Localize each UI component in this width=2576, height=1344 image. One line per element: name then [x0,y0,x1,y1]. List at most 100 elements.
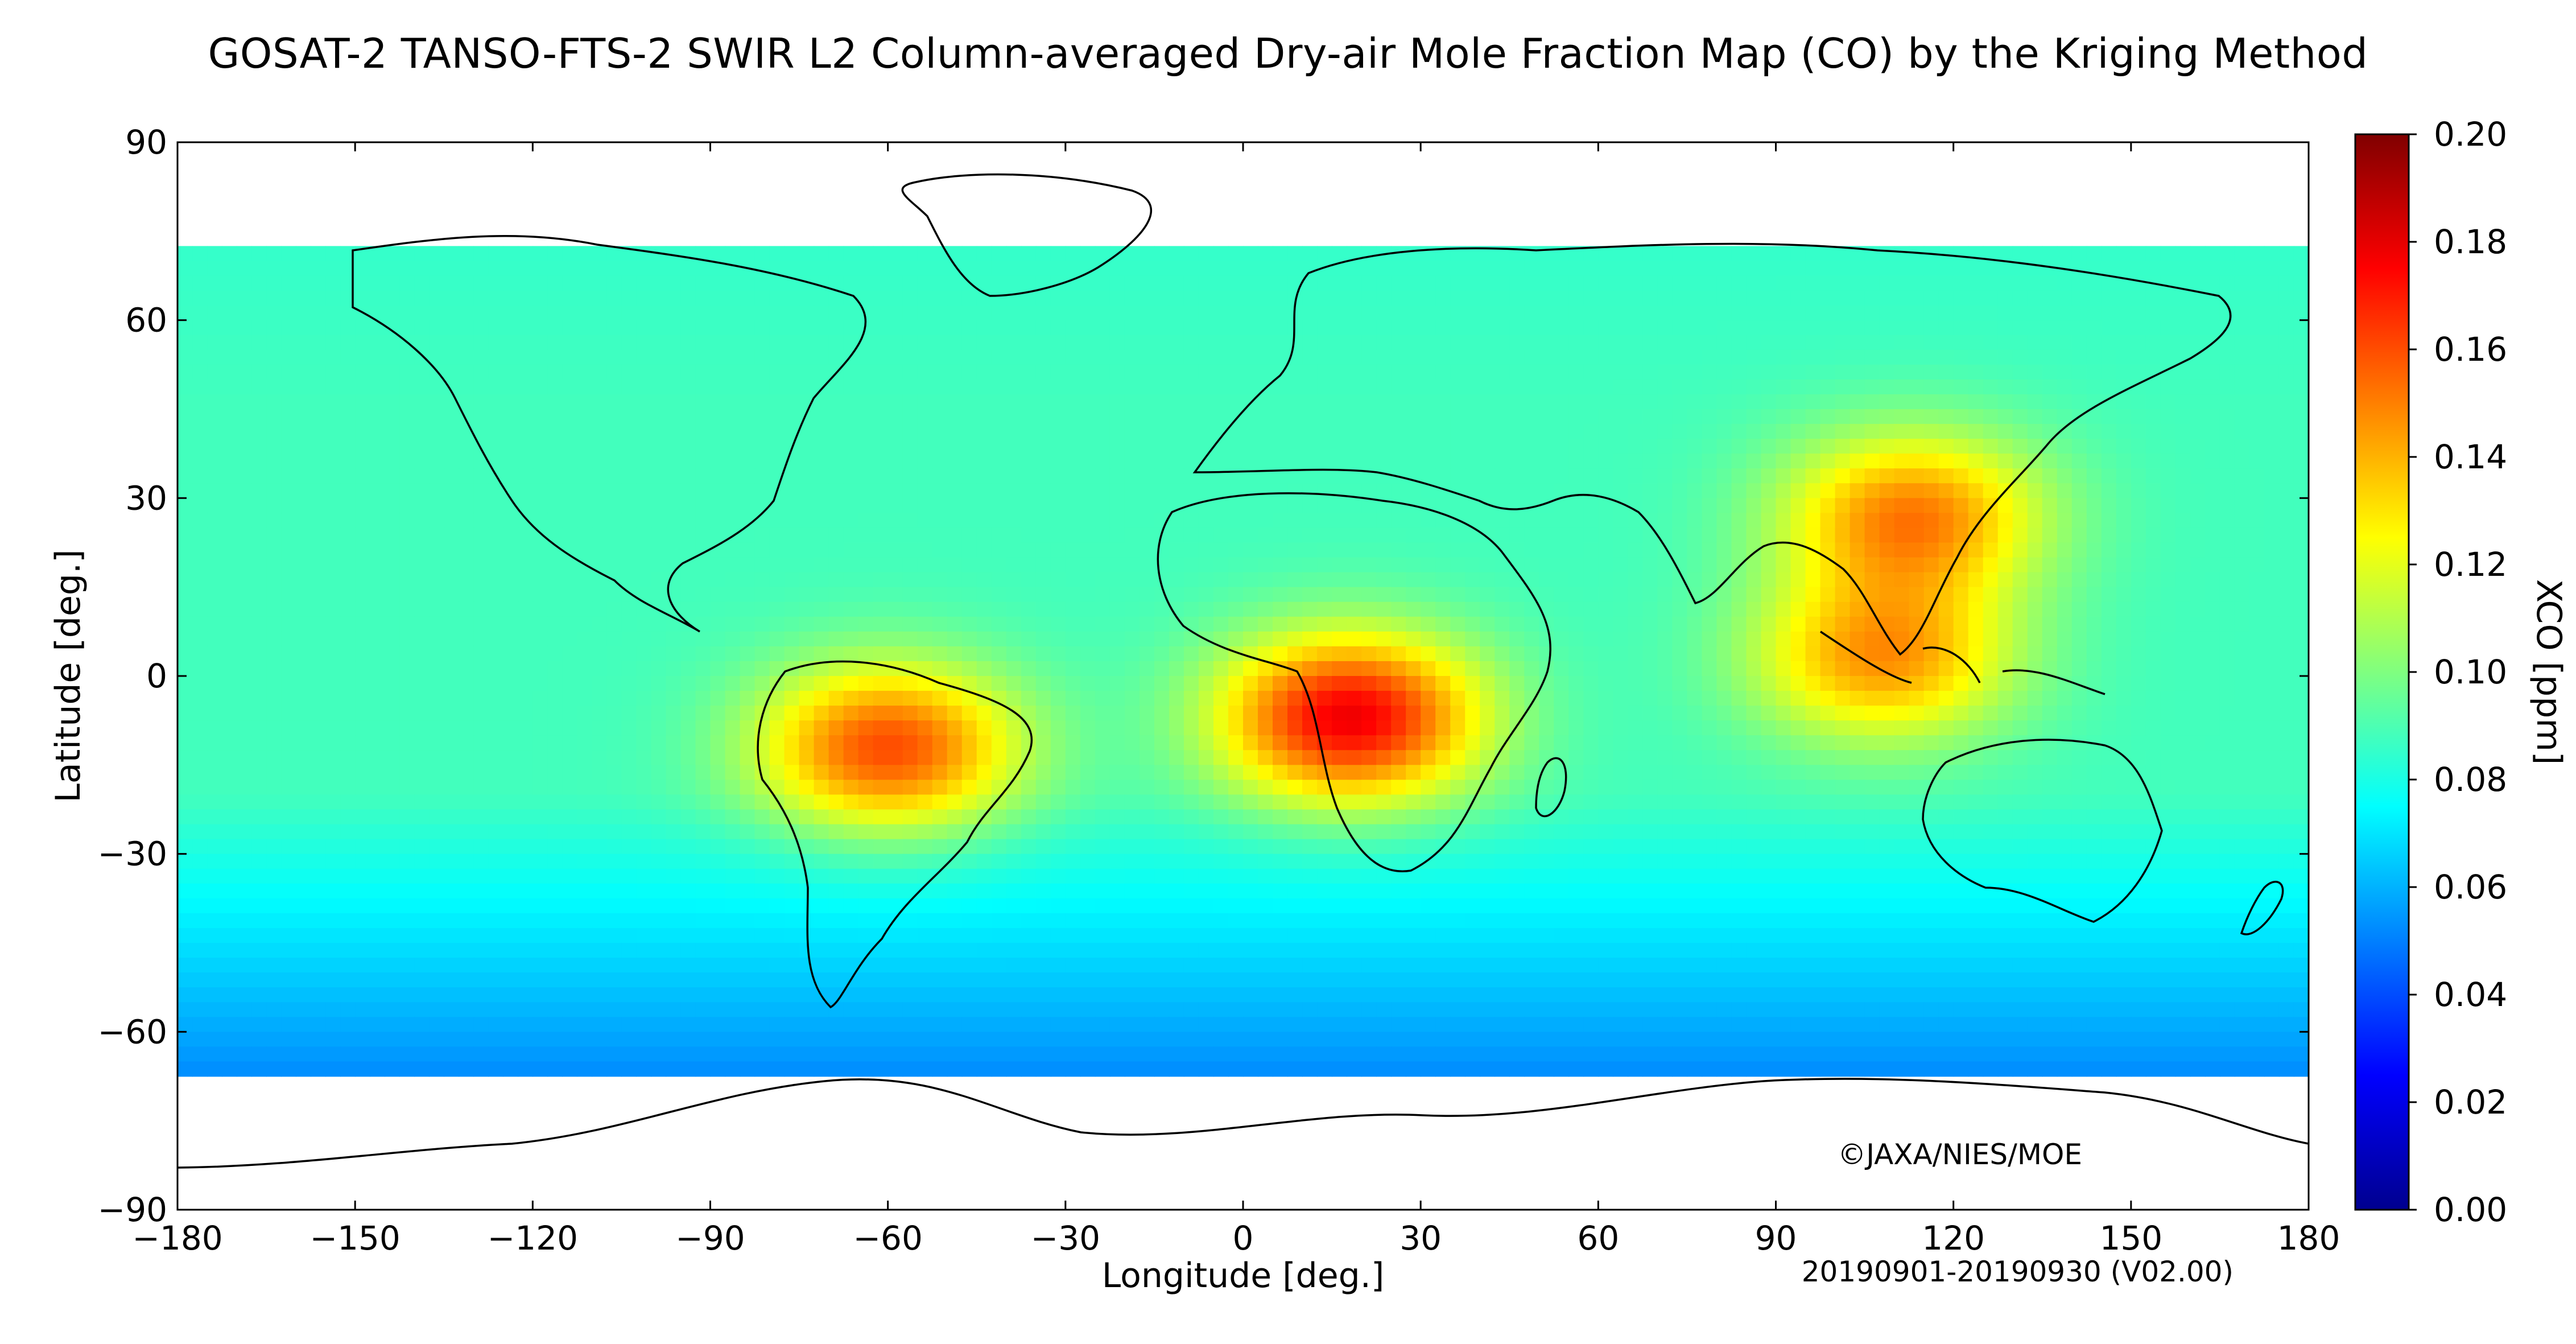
field-cell [1524,290,1540,306]
field-cell [1850,335,1865,351]
field-cell [1361,750,1377,766]
field-cell [991,364,1007,380]
field-cell [429,706,445,721]
field-cell [740,246,756,262]
field-cell [651,335,667,351]
field-cell [1376,661,1392,677]
field-cell [917,601,933,617]
field-cell [2042,706,2058,721]
field-cell [1790,409,1806,424]
field-cell [947,290,963,306]
field-cell [1406,513,1421,529]
field-cell [1317,498,1332,514]
field-cell [917,661,933,677]
field-cell [429,587,445,603]
field-cell [1672,631,1688,647]
field-cell [2101,468,2117,484]
field-cell [1361,320,1377,336]
field-cell [1183,750,1199,766]
field-cell [532,364,548,380]
field-cell [1465,305,1481,321]
field-cell [1376,601,1392,617]
field-cell [769,513,785,529]
field-cell [1095,409,1111,424]
field-cell [192,424,208,439]
field-cell [2027,349,2043,365]
field-cell [651,646,667,662]
field-cell [518,557,534,573]
field-cell [311,661,326,677]
field-cell [2219,631,2235,647]
field-cell [1983,483,1999,499]
field-cell [1746,587,1762,603]
field-cell [1554,557,1570,573]
field-cell [873,706,889,721]
field-cell [1761,409,1777,424]
field-cell [710,320,726,336]
field-cell [1124,424,1140,439]
field-cell [606,706,622,721]
field-cell [562,379,578,395]
field-cell [1080,706,1096,721]
field-cell [385,572,401,588]
field-cell [1183,335,1199,351]
field-cell [887,379,903,395]
field-cell [1109,616,1125,632]
field-cell [2042,691,2058,706]
field-cell [1228,261,1244,277]
field-cell [503,275,519,291]
field-cell [1139,646,1155,662]
field-cell [1554,691,1570,706]
field-cell [281,720,296,736]
field-cell [1879,394,1895,410]
field-cell [1642,320,1658,336]
field-cell [2145,676,2161,691]
field-cell [1909,720,1925,736]
field-cell [1716,439,1732,454]
field-cell [266,542,282,558]
field-cell [1598,394,1614,410]
field-cell [1302,735,1318,751]
field-cell [2234,424,2250,439]
field-cell [1183,246,1199,262]
field-cell [1642,542,1658,558]
field-cell [1835,409,1851,424]
field-cell [385,646,401,662]
field-cell [592,320,608,336]
field-cell [1435,676,1451,691]
field-cell [355,691,370,706]
field-cell [1790,483,1806,499]
field-cell [1539,409,1555,424]
field-cell [459,379,474,395]
field-cell [1672,275,1688,291]
field-cell [2042,557,2058,573]
field-cell [2205,720,2220,736]
field-cell [1317,706,1332,721]
field-cell [887,720,903,736]
field-cell [399,483,415,499]
field-cell [488,498,504,514]
field-cell [1006,557,1022,573]
field-cell [473,468,489,484]
field-cell [1361,409,1377,424]
field-cell [902,498,918,514]
field-cell [2234,394,2250,410]
field-cell [1997,379,2013,395]
field-cell [1997,720,2013,736]
field-cell [1050,454,1066,469]
field-cell [1820,483,1836,499]
field-cell [1894,498,1910,514]
field-cell [769,335,785,351]
field-cell [902,379,918,395]
field-cell [666,676,682,691]
field-cell [532,616,548,632]
field-cell [1997,246,2013,262]
field-cell [1805,735,1821,751]
field-cell [488,646,504,662]
field-cell [444,454,460,469]
field-cell [666,483,682,499]
field-cell [2012,691,2028,706]
field-cell [222,305,237,321]
field-cell [2131,261,2146,277]
field-cell [1273,246,1288,262]
